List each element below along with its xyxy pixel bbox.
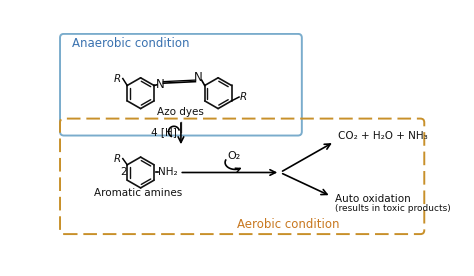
Text: R: R xyxy=(114,73,121,84)
Text: Auto oxidation: Auto oxidation xyxy=(335,194,411,205)
Text: N: N xyxy=(156,78,164,91)
Text: R: R xyxy=(240,92,247,102)
Text: Azo dyes: Azo dyes xyxy=(157,107,204,117)
Text: O₂: O₂ xyxy=(227,150,240,161)
Text: N: N xyxy=(194,71,203,84)
Text: CO₂ + H₂O + NH₃: CO₂ + H₂O + NH₃ xyxy=(338,131,428,140)
Text: NH₂: NH₂ xyxy=(158,168,178,177)
Text: Aerobic condition: Aerobic condition xyxy=(237,217,339,230)
Text: 2: 2 xyxy=(120,168,127,177)
Text: Anaerobic condition: Anaerobic condition xyxy=(72,37,189,50)
Text: 4 [H]: 4 [H] xyxy=(151,127,177,137)
Text: R: R xyxy=(114,154,121,164)
Text: (results in toxic products): (results in toxic products) xyxy=(335,204,451,213)
Text: Aromatic amines: Aromatic amines xyxy=(94,188,182,198)
